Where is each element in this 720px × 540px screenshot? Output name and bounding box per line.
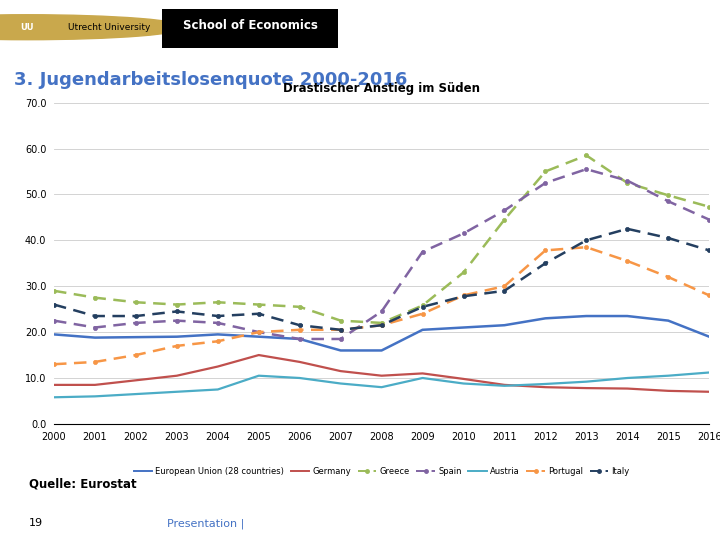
Text: U.S.E.: U.S.E. bbox=[123, 517, 158, 528]
Text: 3. Jugendarbeitslosenquote 2000-2016: 3. Jugendarbeitslosenquote 2000-2016 bbox=[14, 71, 408, 89]
Text: School of Economics: School of Economics bbox=[183, 19, 318, 32]
FancyBboxPatch shape bbox=[162, 9, 338, 48]
Text: Utrecht University: Utrecht University bbox=[68, 23, 150, 32]
Text: Presentation |: Presentation | bbox=[167, 518, 244, 529]
Circle shape bbox=[0, 15, 186, 40]
Text: Quelle: Eurostat: Quelle: Eurostat bbox=[29, 478, 136, 491]
Text: 19: 19 bbox=[29, 518, 43, 529]
Text: Drastischer Anstieg im Süden: Drastischer Anstieg im Süden bbox=[283, 82, 480, 94]
Text: UU: UU bbox=[21, 23, 34, 32]
Legend: European Union (28 countries), Germany, Greece, Spain, Austria, Portugal, Italy: European Union (28 countries), Germany, … bbox=[134, 467, 629, 476]
